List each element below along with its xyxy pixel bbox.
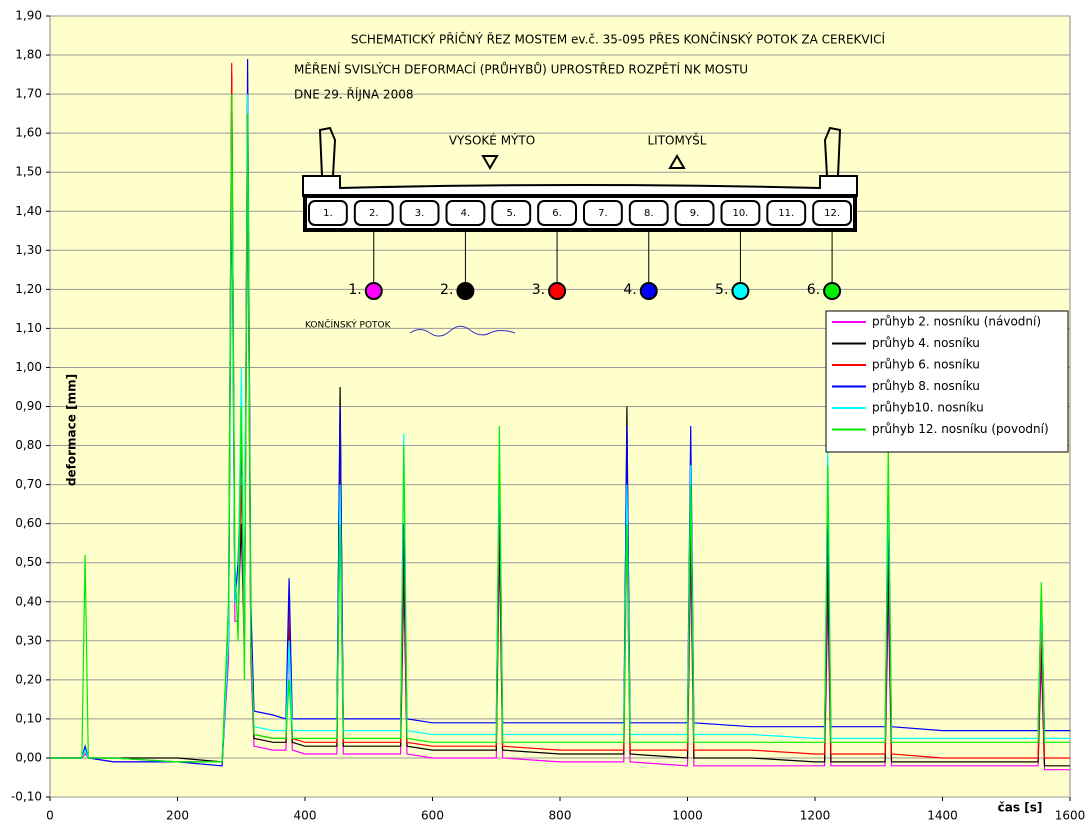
beam-cell bbox=[720, 200, 761, 226]
x-tick-label: 1400 bbox=[927, 809, 958, 823]
beam-label: 12. bbox=[824, 208, 840, 219]
gauge bbox=[548, 282, 567, 300]
x-tick-label: 200 bbox=[166, 809, 189, 823]
beam-label: 2. bbox=[369, 208, 379, 219]
title-line: SCHEMATICKÝ PŘÍČNÝ ŘEZ MOSTEM ev.č. 35-0… bbox=[351, 32, 886, 47]
y-tick-label: 0,20 bbox=[15, 672, 42, 686]
beam-label: 11. bbox=[778, 208, 794, 219]
x-tick-label: 800 bbox=[549, 809, 572, 823]
legend-label: průhyb 2. nosníku (návodní) bbox=[872, 315, 1041, 329]
gauge-label: 6. bbox=[807, 282, 820, 298]
y-tick-label: 0,60 bbox=[15, 516, 42, 530]
y-tick-label: -0,10 bbox=[11, 790, 42, 804]
x-tick-label: 0 bbox=[46, 809, 54, 823]
beam-cell bbox=[812, 200, 853, 226]
y-tick-label: 0,50 bbox=[15, 555, 42, 569]
y-tick-label: 1,00 bbox=[15, 360, 42, 374]
y-tick-label: 0,00 bbox=[15, 750, 42, 764]
y-tick-label: 1,90 bbox=[15, 9, 42, 23]
gauge bbox=[639, 282, 658, 300]
beam-label: 1. bbox=[323, 208, 333, 219]
y-tick-label: 0,90 bbox=[15, 399, 42, 413]
beam-label: 4. bbox=[461, 208, 471, 219]
y-tick-label: 1,50 bbox=[15, 165, 42, 179]
title-line: MĚŘENÍ SVISLÝCH DEFORMACÍ (PRŮHYBŮ) UPRO… bbox=[294, 62, 748, 77]
beam-cell bbox=[353, 200, 394, 226]
beam-cell bbox=[537, 200, 578, 226]
y-tick-label: 1,80 bbox=[15, 48, 42, 62]
beam-cell bbox=[399, 200, 440, 226]
y-tick-label: 1,20 bbox=[15, 282, 42, 296]
direction-label: LITOMYŠL bbox=[648, 133, 707, 148]
beam-cell bbox=[445, 200, 486, 226]
gauge-label: 1. bbox=[348, 282, 361, 298]
beam-label: 7. bbox=[598, 208, 608, 219]
legend-label: průhyb10. nosníku bbox=[872, 401, 984, 415]
legend-label: průhyb 12. nosníku (povodní) bbox=[872, 422, 1049, 436]
gauge bbox=[456, 282, 475, 300]
y-tick-label: 0,70 bbox=[15, 477, 42, 491]
stream-line bbox=[409, 325, 516, 337]
title-line: DNE 29. ŘÍJNA 2008 bbox=[294, 87, 413, 102]
gauge bbox=[731, 282, 750, 300]
series-line bbox=[50, 94, 1070, 763]
deck bbox=[302, 175, 858, 197]
beam-cell bbox=[491, 200, 532, 226]
beam-cell bbox=[766, 200, 807, 226]
beam-label: 3. bbox=[415, 208, 425, 219]
gauge-label: 4. bbox=[623, 282, 636, 298]
direction-label: VYSOKÉ MÝTO bbox=[449, 133, 535, 148]
x-tick-label: 1600 bbox=[1055, 809, 1086, 823]
x-tick-label: 1000 bbox=[672, 809, 703, 823]
beam-row bbox=[303, 194, 857, 232]
x-tick-label: 1200 bbox=[800, 809, 831, 823]
y-tick-label: 0,40 bbox=[15, 594, 42, 608]
y-tick-label: 1,60 bbox=[15, 126, 42, 140]
beam-cell bbox=[583, 200, 623, 226]
y-tick-label: 0,30 bbox=[15, 633, 42, 647]
legend-box bbox=[825, 310, 1069, 453]
y-axis-title: deformace [mm] bbox=[65, 374, 79, 486]
y-tick-label: 1,30 bbox=[15, 243, 42, 257]
gauge-label: 5. bbox=[715, 282, 728, 298]
legend-label: průhyb 4. nosníku bbox=[872, 336, 980, 350]
x-axis-title: čas [s] bbox=[998, 801, 1043, 815]
beam-label: 10. bbox=[732, 208, 748, 219]
stream-label: KONČÍNSKÝ POTOK bbox=[305, 319, 392, 331]
y-tick-label: 1,70 bbox=[15, 87, 42, 101]
railing bbox=[318, 126, 337, 177]
arrow-up bbox=[668, 154, 686, 169]
gauge bbox=[823, 282, 842, 300]
y-tick-label: 0,80 bbox=[15, 438, 42, 452]
beam-label: 5. bbox=[506, 208, 516, 219]
gauge bbox=[364, 282, 383, 300]
legend-label: průhyb 8. nosníku bbox=[872, 379, 980, 393]
arrow-down bbox=[481, 155, 499, 170]
bridge-diagram bbox=[302, 126, 858, 337]
railing bbox=[823, 126, 842, 177]
y-tick-label: 1,40 bbox=[15, 204, 42, 218]
legend-label: průhyb 6. nosníku bbox=[872, 358, 980, 372]
beam-label: 9. bbox=[690, 208, 700, 219]
beam-cell bbox=[308, 200, 348, 226]
x-tick-label: 400 bbox=[294, 809, 317, 823]
beam-cell bbox=[628, 200, 669, 226]
beam-label: 8. bbox=[644, 208, 654, 219]
y-tick-label: 1,10 bbox=[15, 321, 42, 335]
x-tick-label: 600 bbox=[421, 809, 444, 823]
gauge-label: 2. bbox=[440, 282, 453, 298]
beam-cell bbox=[674, 200, 715, 226]
beam-label: 6. bbox=[552, 208, 562, 219]
gauge-label: 3. bbox=[532, 282, 545, 298]
y-tick-label: 0,10 bbox=[15, 711, 42, 725]
